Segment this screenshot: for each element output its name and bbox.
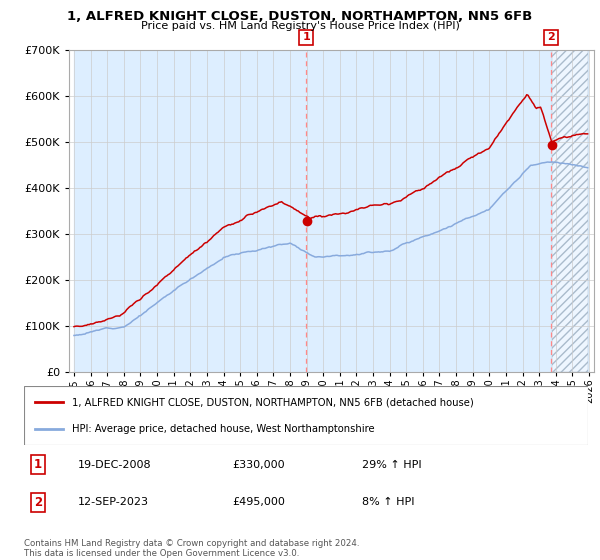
Text: 19-DEC-2008: 19-DEC-2008 bbox=[77, 460, 151, 470]
Text: 8% ↑ HPI: 8% ↑ HPI bbox=[362, 497, 415, 507]
Text: 1, ALFRED KNIGHT CLOSE, DUSTON, NORTHAMPTON, NN5 6FB (detached house): 1, ALFRED KNIGHT CLOSE, DUSTON, NORTHAMP… bbox=[72, 397, 473, 407]
Text: 2: 2 bbox=[34, 496, 42, 509]
Text: 1: 1 bbox=[302, 32, 310, 43]
Text: £330,000: £330,000 bbox=[233, 460, 286, 470]
Text: 29% ↑ HPI: 29% ↑ HPI bbox=[362, 460, 422, 470]
Text: 2: 2 bbox=[547, 32, 555, 43]
Text: Contains HM Land Registry data © Crown copyright and database right 2024.
This d: Contains HM Land Registry data © Crown c… bbox=[24, 539, 359, 558]
Text: £495,000: £495,000 bbox=[233, 497, 286, 507]
Text: Price paid vs. HM Land Registry's House Price Index (HPI): Price paid vs. HM Land Registry's House … bbox=[140, 21, 460, 31]
Text: 1, ALFRED KNIGHT CLOSE, DUSTON, NORTHAMPTON, NN5 6FB: 1, ALFRED KNIGHT CLOSE, DUSTON, NORTHAMP… bbox=[67, 10, 533, 23]
Text: HPI: Average price, detached house, West Northamptonshire: HPI: Average price, detached house, West… bbox=[72, 424, 374, 435]
Text: 1: 1 bbox=[34, 458, 42, 471]
FancyBboxPatch shape bbox=[24, 386, 588, 445]
Text: 12-SEP-2023: 12-SEP-2023 bbox=[77, 497, 149, 507]
